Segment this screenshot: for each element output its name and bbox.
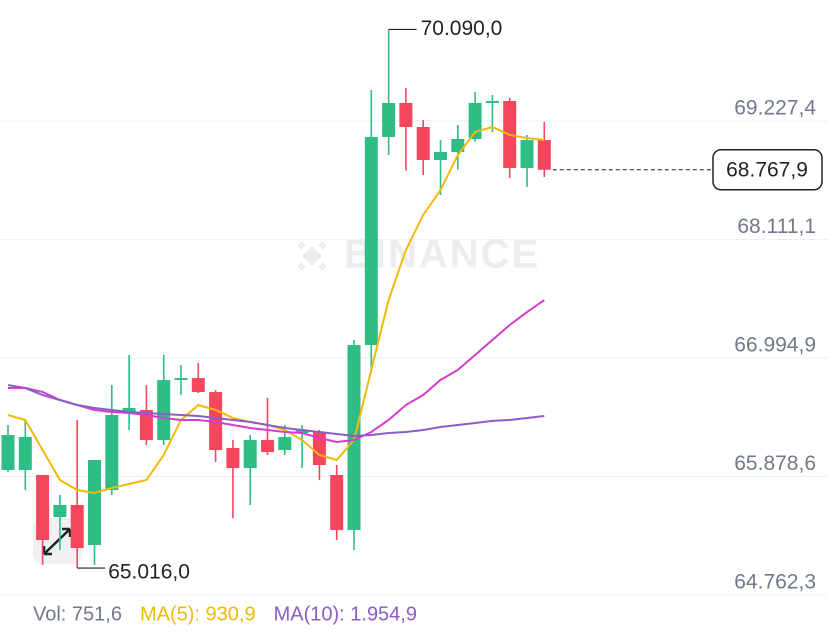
footer-item: MA(5): 930,9 [140, 603, 256, 625]
candle-body [243, 440, 257, 469]
last-price-box [712, 149, 823, 191]
watermark-logo [297, 241, 327, 271]
last-price-label: 68.767,9 [726, 158, 808, 181]
candle-body [485, 100, 499, 103]
candle-body [18, 436, 32, 470]
low-marker-label: 65.016,0 [108, 561, 190, 584]
grid [0, 120, 828, 596]
candle-body [191, 378, 205, 393]
ma-line [7, 384, 545, 438]
candle-body [105, 414, 119, 491]
y-tick-label: 65.878,6 [734, 452, 816, 475]
high-marker-label: 70.090,0 [421, 17, 503, 40]
candle-body [399, 102, 413, 127]
candle-body [278, 436, 292, 451]
y-tick-label: 69.227,4 [734, 97, 816, 120]
candle-body [122, 407, 136, 413]
candle-body [468, 102, 482, 139]
candle-body [295, 429, 309, 434]
candle-body [70, 505, 84, 549]
candle-body [157, 380, 171, 441]
candle-body [451, 138, 465, 153]
candle-body [382, 102, 396, 137]
candle-body [36, 474, 50, 541]
y-tick-label: 64.762,3 [734, 571, 816, 594]
watermark-group: BINANCE [297, 233, 538, 277]
ma-line [7, 125, 545, 495]
y-tick-label: 68.111,1 [737, 215, 816, 238]
candle-body [174, 378, 188, 381]
candle-body [53, 505, 67, 518]
candle-body [364, 136, 378, 346]
candle-body [139, 410, 153, 441]
candle-body [537, 140, 551, 170]
candle-body [226, 448, 240, 469]
candle-body [520, 140, 534, 168]
footer-item: MA(10): 1.954,9 [274, 603, 417, 625]
ma-line [8, 299, 545, 443]
candle-body [88, 460, 101, 546]
candle-body [1, 435, 15, 470]
candle-body [416, 126, 430, 160]
y-tick-label: 66.994,9 [734, 334, 816, 357]
candle-body [434, 152, 447, 160]
candle-body [261, 440, 274, 453]
footer-item: Vol: 751,6 [33, 603, 122, 625]
candle-body [330, 474, 344, 531]
